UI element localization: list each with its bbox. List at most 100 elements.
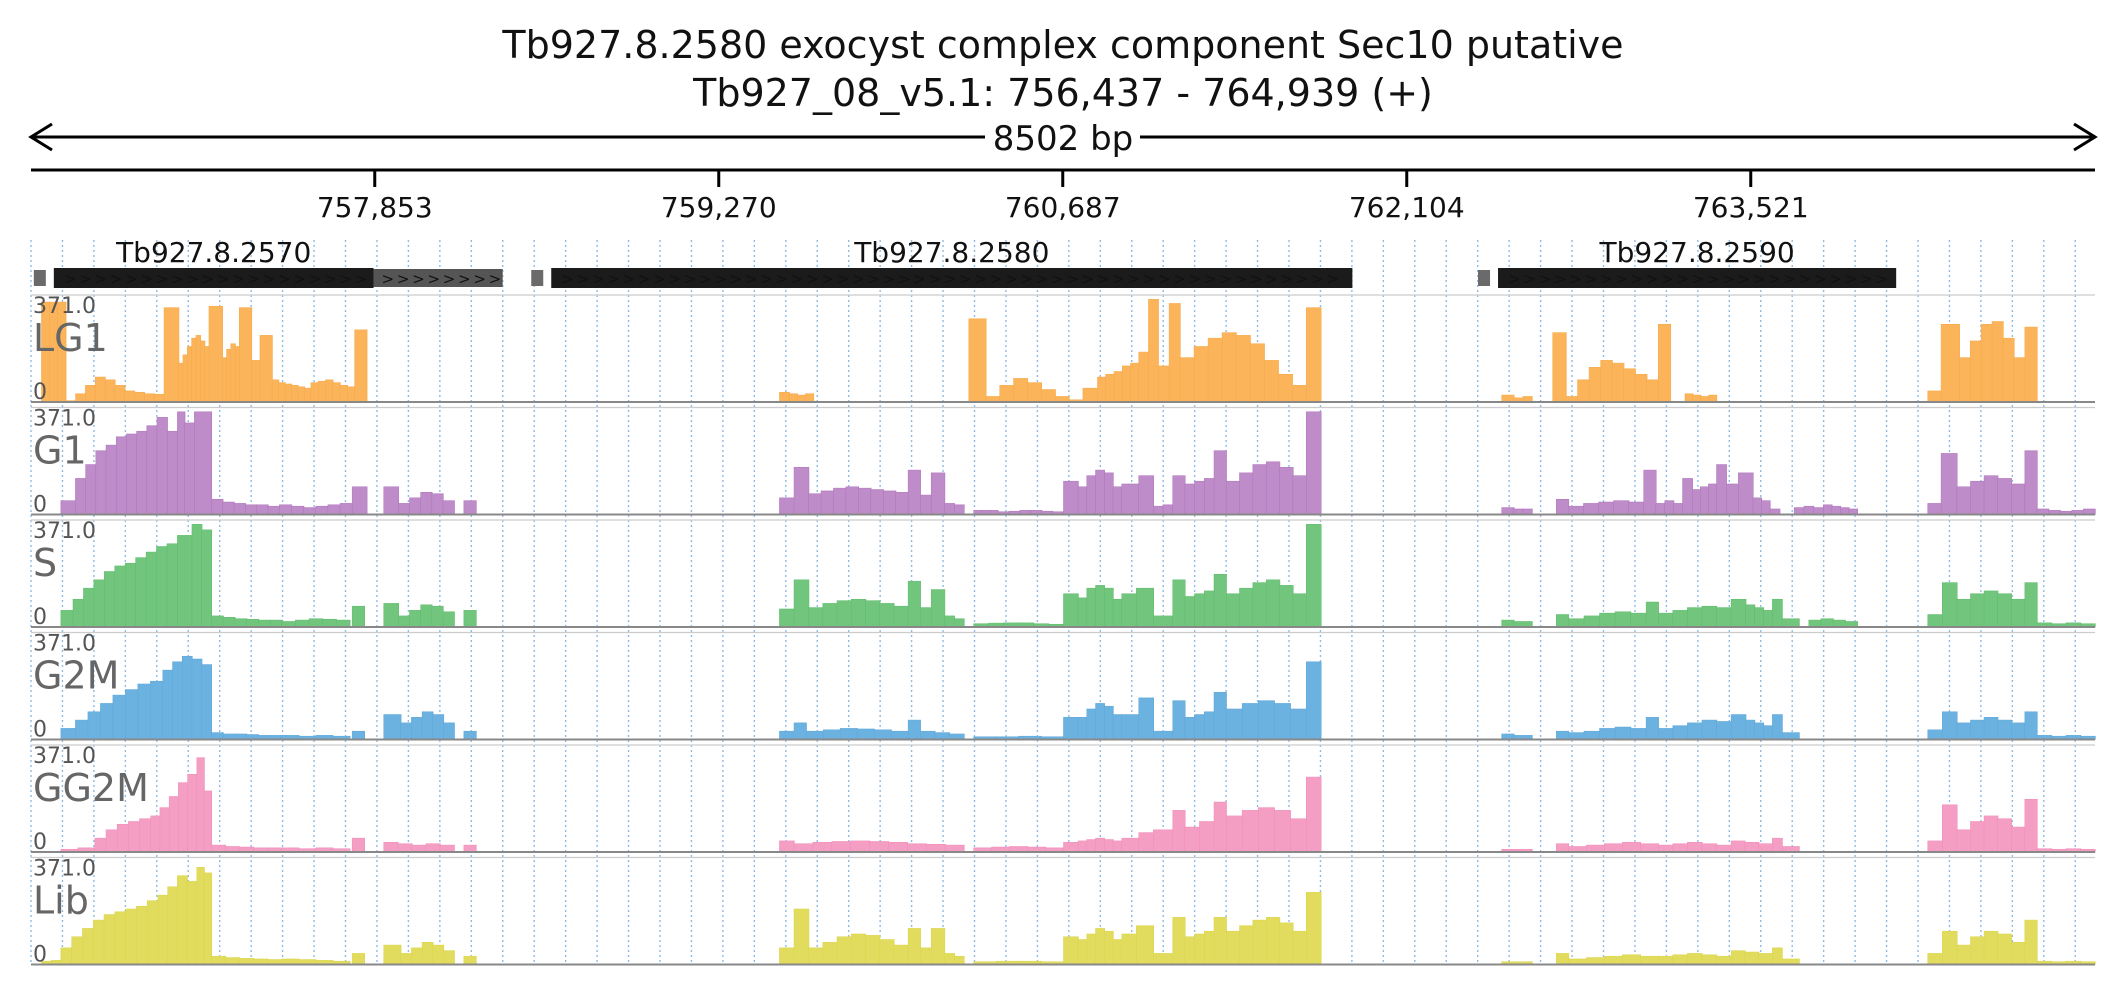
span-length-label: 8502 bp [993, 119, 1134, 159]
coverage-bar [805, 393, 815, 403]
strand-arrow: > [355, 270, 368, 288]
track-zero-label: 0 [33, 493, 47, 518]
coverage-bar [420, 492, 433, 515]
coverage-bar [1640, 955, 1659, 965]
coverage-bar [1556, 843, 1570, 853]
coverage-bar [1730, 840, 1746, 853]
track-max-label: 371.0 [33, 519, 96, 544]
coverage-bar [308, 618, 324, 628]
strand-arrow: > [1600, 270, 1613, 288]
coverage-bar [1277, 373, 1293, 403]
coverage-bar [1692, 394, 1702, 403]
coverage-bar [105, 444, 117, 515]
strand-arrow: > [110, 270, 123, 288]
coverage-bar [104, 379, 116, 403]
coverage-bar [233, 503, 247, 515]
coverage-bar [187, 346, 193, 403]
coverage-bar [351, 837, 365, 853]
coverage-bar [124, 390, 136, 403]
strand-arrow: > [412, 270, 425, 288]
strand-arrow: > [473, 270, 486, 288]
coverage-bar [1583, 730, 1601, 740]
coverage-bar [822, 603, 838, 628]
coverage-bar [1793, 507, 1805, 515]
strand-arrow: > [1097, 270, 1110, 288]
strand-arrow: > [324, 270, 337, 288]
strand-arrow: > [730, 270, 743, 288]
coverage-bar [1745, 604, 1756, 628]
coverage-bar [1121, 837, 1140, 853]
coverage-bar [1708, 394, 1718, 403]
coverage-bar [879, 939, 895, 965]
coverage-bar [136, 430, 148, 515]
coverage-bar [1263, 360, 1279, 403]
coverage-bar [1225, 593, 1241, 628]
coverage-track-g2m: 371.0 0 G2M [31, 632, 2096, 743]
strand-arrow: > [156, 270, 169, 288]
coverage-bar [1501, 394, 1515, 403]
coverage-bar [2024, 582, 2038, 628]
coverage-bar [335, 619, 351, 628]
coverage-bar [1997, 719, 2012, 740]
strand-arrow: > [653, 270, 666, 288]
coverage-bar [850, 933, 867, 965]
coverage-bar [1086, 839, 1097, 853]
coverage-bar [211, 498, 224, 515]
coverage-bar [1112, 840, 1123, 853]
coverage-bar [208, 305, 223, 403]
coverage-bar [1687, 607, 1703, 628]
coverage-bar [278, 382, 286, 403]
coverage-bar [246, 618, 259, 628]
coverage-bar [226, 349, 232, 403]
coverage-bar [1225, 708, 1243, 740]
coverage-bar [2010, 598, 2026, 628]
coverage-bar [968, 318, 987, 403]
coverage-bar [1306, 661, 1322, 740]
strand-arrow: > [852, 270, 865, 288]
coverage-bar [808, 607, 824, 628]
coverage-bar [1095, 585, 1105, 628]
coverage-bar [411, 844, 427, 853]
coverage-bar [793, 722, 807, 740]
coverage-bar [178, 782, 189, 853]
coverage-bar [315, 505, 329, 515]
strand-arrow: > [1143, 270, 1156, 288]
coverage-bar [1153, 730, 1174, 740]
coverage-bar [425, 843, 441, 853]
coverage-bar [351, 486, 368, 515]
coverage-bar [139, 818, 152, 853]
coverage-bar [1744, 842, 1760, 853]
coverage-bar [1716, 607, 1732, 628]
axis-tick-label: 757,853 [317, 191, 433, 224]
coverage-bar [116, 823, 129, 853]
strand-arrow: > [883, 270, 896, 288]
coverage-bar [1744, 951, 1760, 965]
strand-arrow: > [638, 270, 651, 288]
coverage-bar [1136, 587, 1154, 628]
coverage-bar [1701, 954, 1718, 965]
track-zero-label: 0 [33, 943, 47, 968]
coverage-bar [1138, 832, 1154, 853]
coverage-bar [2010, 722, 2026, 740]
gene-label: Tb927.8.2580 [853, 236, 1049, 269]
coverage-bar [1942, 711, 1958, 740]
coverage-bar [1658, 844, 1674, 853]
coverage-bar [1121, 714, 1140, 740]
coverage-bar [1172, 700, 1186, 740]
coverage-bar [1983, 717, 1999, 740]
coverage-bar [187, 774, 198, 853]
coverage-bar [172, 661, 183, 740]
coverage-bar [1588, 367, 1602, 403]
coverage-bar [400, 953, 413, 965]
coverage-bar [156, 546, 168, 628]
strand-arrow: > [760, 270, 773, 288]
coverage-bar [1761, 500, 1771, 515]
coverage-bar [230, 343, 236, 403]
coverage-track-lib: 371.0 0 Lib [31, 857, 2096, 968]
strand-arrow: > [1722, 270, 1735, 288]
coverage-bar [267, 505, 281, 515]
coverage-bar [421, 942, 434, 965]
coverage-bar [1138, 697, 1154, 740]
coverage-bar [1204, 711, 1215, 740]
